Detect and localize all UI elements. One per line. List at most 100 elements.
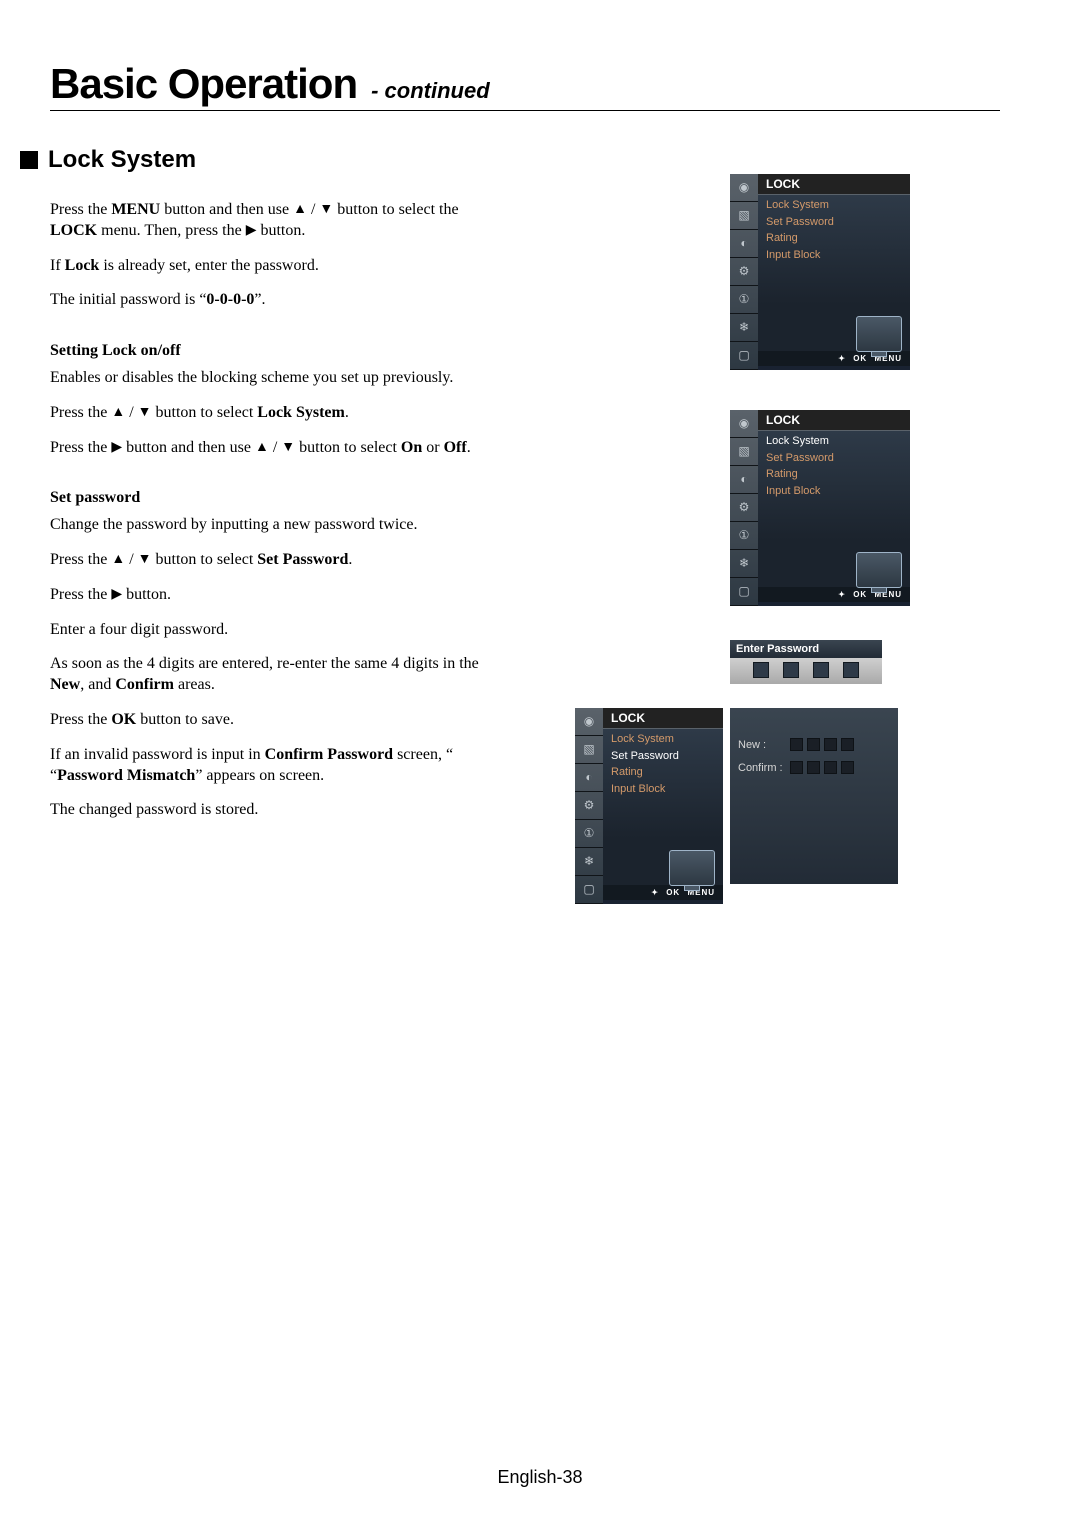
right-arrow-icon: ▶ <box>111 586 122 604</box>
t: areas. <box>174 676 215 693</box>
osd-panel-lock-2: ◉ ▧ ◐ ⚙ ① ❄ ▢ LOCK Lock System Set Passw… <box>730 410 910 606</box>
osd-item: Set Password <box>766 214 910 231</box>
osd-footer: ✦ OK MENU <box>758 587 910 602</box>
osd-tab-icon: ▧ <box>730 202 758 230</box>
t: button. <box>122 586 171 603</box>
osd-tab-strip: ◉ ▧ ◐ ⚙ ① ❄ ▢ <box>575 708 603 904</box>
tab-icon: ▢ <box>583 882 594 897</box>
osd-tab-icon: ▢ <box>575 876 603 904</box>
para-lock-1: Enables or disables the blocking scheme … <box>50 368 650 389</box>
osd-footer: ✦ OK MENU <box>758 351 910 366</box>
t-bold: New <box>50 676 80 693</box>
para-pw-3: Press the ▶ button. <box>50 585 650 606</box>
osd-item: Lock System <box>766 197 910 214</box>
t: Press the <box>50 711 111 728</box>
osd-item: Input Block <box>766 483 910 500</box>
osd-item: Rating <box>766 466 910 483</box>
osd-tab-icon: ❄ <box>730 314 758 342</box>
osd-tab-icon: ◉ <box>730 174 758 202</box>
t: is already set, enter the password. <box>99 257 318 274</box>
osd-menu-items: Lock System Set Password Rating Input Bl… <box>603 729 723 885</box>
t: ” appears on screen. <box>195 767 324 784</box>
osd-menu-items: Lock System Set Password Rating Input Bl… <box>758 195 910 351</box>
section-bullet-icon <box>20 151 38 169</box>
tab-icon: ⚙ <box>584 798 595 813</box>
t-bold: Confirm <box>115 676 174 693</box>
t-bold: 0-0-0-0 <box>206 291 254 308</box>
t: Press the <box>50 551 111 568</box>
password-digit-box <box>813 662 829 678</box>
tab-icon: ▧ <box>583 742 594 757</box>
t-bold: Lock System <box>257 404 345 421</box>
up-arrow-icon: ▲ <box>255 439 269 457</box>
t: button to select <box>295 439 401 456</box>
t-bold: MENU <box>111 201 160 218</box>
t: button and then use <box>122 439 255 456</box>
osd-tab-icon: ⚙ <box>575 792 603 820</box>
t: button and then use <box>160 201 293 218</box>
page-number: English-38 <box>0 1467 1080 1488</box>
osd-tab-icon: ◐ <box>730 466 758 494</box>
tab-icon: ▢ <box>738 348 749 363</box>
up-arrow-icon: ▲ <box>111 551 125 569</box>
osd-tab-strip: ◉ ▧ ◐ ⚙ ① ❄ ▢ <box>730 410 758 606</box>
password-digit-box <box>790 738 803 751</box>
osd-header: LOCK <box>603 708 723 729</box>
t: / <box>125 551 137 568</box>
para-pw-6: Press the OK button to save. <box>50 710 650 731</box>
para-lock-2: Press the ▲ / ▼ button to select Lock Sy… <box>50 403 650 424</box>
t: / <box>269 439 281 456</box>
right-arrow-icon: ▶ <box>246 222 257 240</box>
password-digit-box <box>824 738 837 751</box>
down-arrow-icon: ▼ <box>319 201 333 219</box>
para-lock-3: Press the ▶ button and then use ▲ / ▼ bu… <box>50 438 650 459</box>
tab-icon: ❄ <box>739 320 749 335</box>
password-digit-box <box>807 738 820 751</box>
t-bold: On <box>401 439 422 456</box>
osd-tab-icon: ⚙ <box>730 494 758 522</box>
monitor-icon <box>856 316 902 352</box>
tab-icon: ◐ <box>585 770 592 785</box>
para-intro-1: Press the MENU button and then use ▲ / ▼… <box>50 200 650 242</box>
confirm-password-row: Confirm : <box>738 761 890 774</box>
t: button to select the <box>333 201 458 218</box>
new-password-row: New : <box>738 738 890 751</box>
t: ”. <box>254 291 265 308</box>
t: menu. Then, press the <box>97 222 246 239</box>
osd-item: Set Password <box>766 450 910 467</box>
enter-password-header: Enter Password <box>730 640 882 658</box>
tab-icon: ◐ <box>740 236 747 251</box>
osd-tab-icon: ① <box>730 522 758 550</box>
t: button to save. <box>136 711 234 728</box>
tab-icon: ▧ <box>738 444 749 459</box>
tab-icon: ⚙ <box>739 500 750 515</box>
page-title-row: Basic Operation - continued <box>50 60 1000 111</box>
para-pw-1: Change the password by inputting a new p… <box>50 515 650 536</box>
t-bold: Lock <box>65 257 100 274</box>
password-digit-box <box>841 761 854 774</box>
password-digit-box <box>843 662 859 678</box>
t-bold: OK <box>111 711 136 728</box>
up-arrow-icon: ▲ <box>293 201 307 219</box>
t: . <box>467 439 471 456</box>
password-digit-box <box>790 761 803 774</box>
osd-footer: ✦ OK MENU <box>603 885 723 900</box>
osd-panel-lock-1: ◉ ▧ ◐ ⚙ ① ❄ ▢ LOCK Lock System Set Passw… <box>730 174 910 370</box>
t: / <box>307 201 319 218</box>
osd-panel-lock-3: ◉ ▧ ◐ ⚙ ① ❄ ▢ LOCK Lock System Set Passw… <box>575 708 723 904</box>
osd-item: Rating <box>611 764 723 781</box>
page-title: Basic Operation <box>50 60 357 108</box>
tab-icon: ◉ <box>584 714 594 729</box>
tab-icon: ① <box>739 292 750 307</box>
t: . <box>345 404 349 421</box>
tab-icon: ❄ <box>584 854 594 869</box>
t-bold: Off <box>444 439 467 456</box>
osd-item: Input Block <box>611 781 723 798</box>
osd-foot-ok: OK <box>666 888 680 897</box>
tab-icon: ◉ <box>739 416 749 431</box>
tab-icon: ❄ <box>739 556 749 571</box>
t: . <box>348 551 352 568</box>
osd-tab-icon: ▢ <box>730 342 758 370</box>
nav-icon: ✦ <box>838 590 846 599</box>
t: Press the <box>50 201 111 218</box>
